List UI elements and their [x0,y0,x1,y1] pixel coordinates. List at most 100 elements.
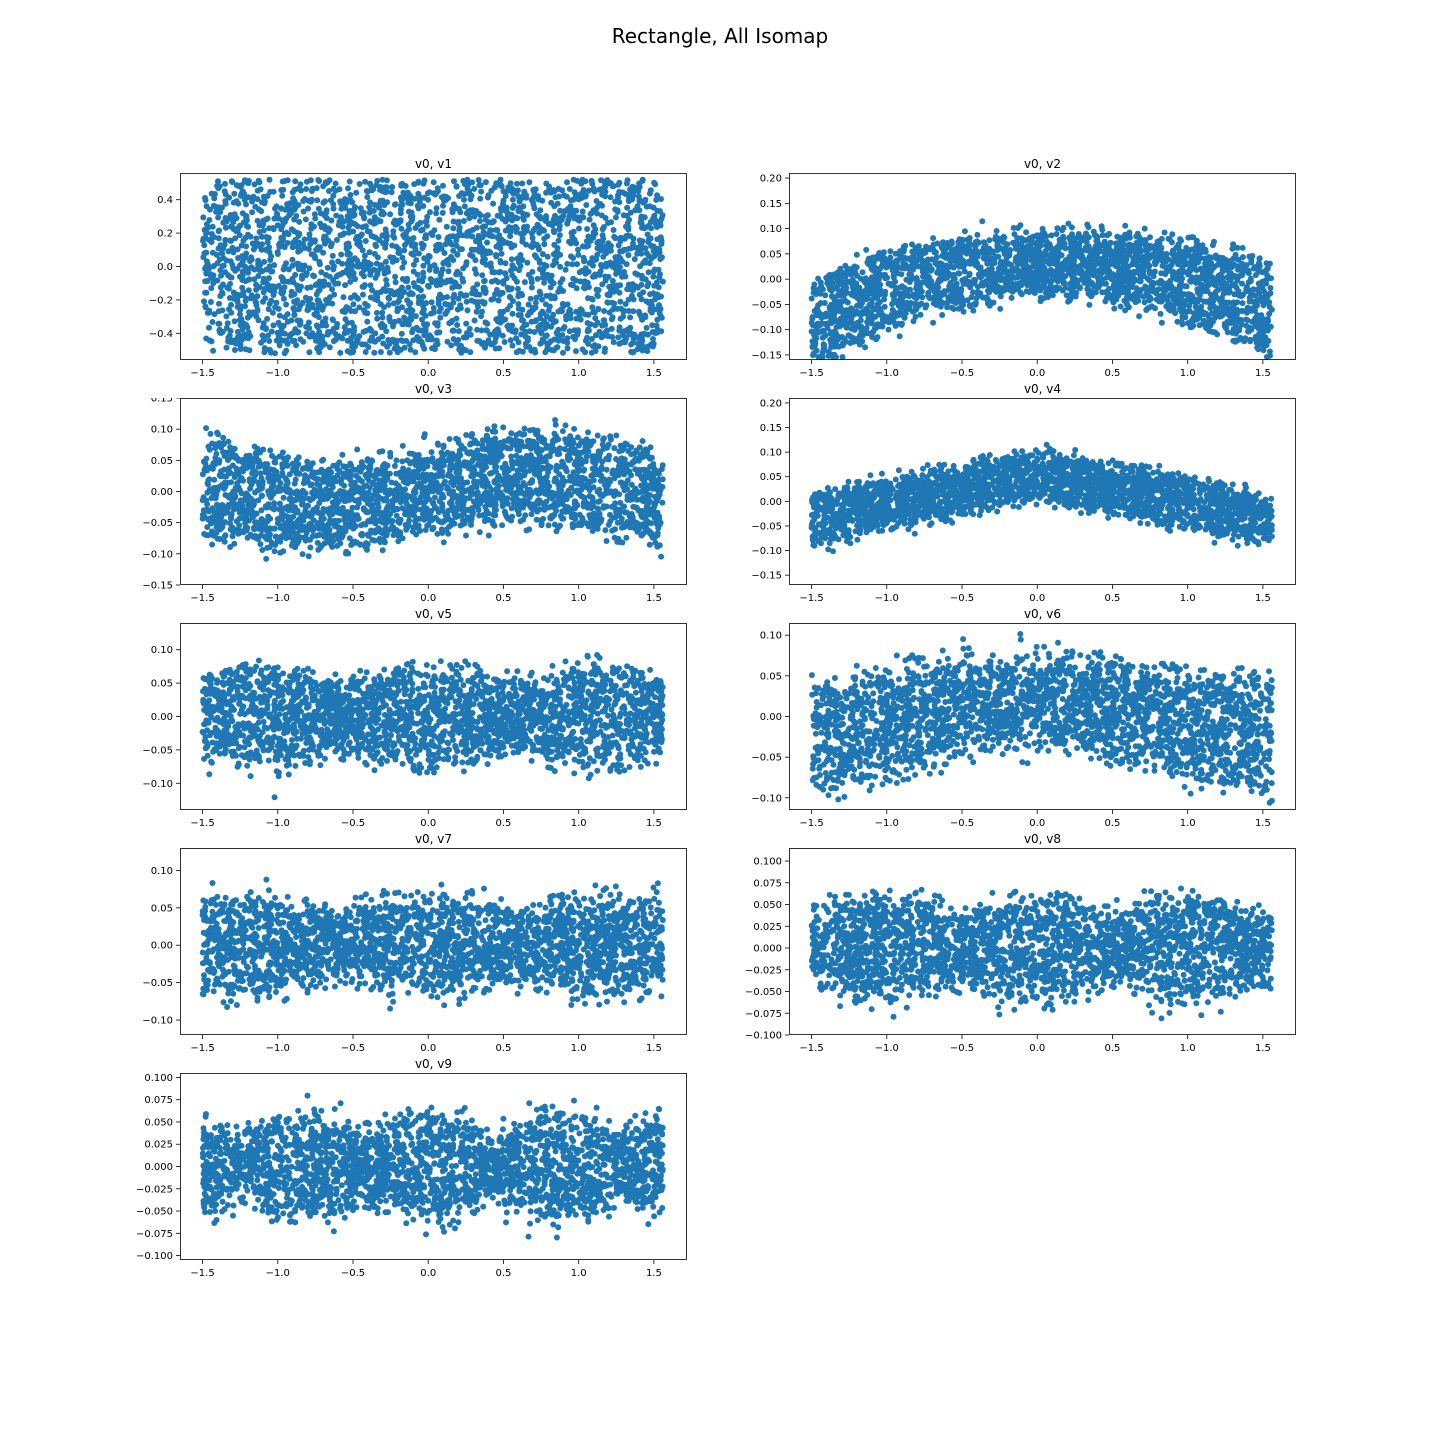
scatter-point [231,318,238,325]
scatter-point [454,233,461,239]
scatter-point [332,280,339,287]
scatter-point [838,274,845,281]
scatter-point [1099,289,1106,296]
scatter-point [478,188,485,195]
scatter-point [374,177,381,184]
scatter-point [539,274,546,281]
scatter-point [489,341,496,348]
scatter-point [574,261,580,268]
scatter-point [276,312,283,319]
scatter-point [500,278,507,285]
scatter-point [645,280,652,287]
scatter-point [458,246,465,253]
scatter-point [1263,260,1270,267]
scatter-point [820,341,827,348]
scatter-point [216,256,223,263]
scatter-point [536,229,543,236]
scatter-point [1090,256,1097,263]
scatter-point [250,246,257,253]
scatter-point [426,189,433,196]
scatter-point [430,309,437,316]
scatter-point [518,290,525,297]
scatter-point [593,332,599,339]
scatter-point [429,336,436,343]
scatter-point [579,208,586,215]
scatter-point [584,320,591,326]
scatter-point [358,270,365,277]
scatter-point [325,296,332,302]
scatter-point [479,308,485,315]
scatter-point [639,224,645,231]
scatter-point [326,226,333,233]
scatter-point [339,231,346,238]
scatter-point [305,205,312,212]
scatter-point [809,314,816,320]
scatter-point [401,344,408,351]
scatter-point [960,280,967,287]
scatter-point [889,291,896,298]
scatter-point [638,213,645,220]
scatter-point [225,285,232,292]
scatter-point [433,268,440,275]
scatter-point [374,271,381,278]
scatter-point [656,310,663,317]
scatter-point [864,283,871,290]
scatter-point [1122,222,1129,229]
scatter-point [479,272,486,279]
scatter-point [1237,293,1244,299]
scatter-point [502,260,509,267]
scatter-point [354,257,361,264]
scatter-point [1179,298,1186,305]
scatter-point [206,237,213,243]
scatter-point [1238,317,1245,324]
scatter-point [234,295,241,302]
scatter-point [541,235,548,242]
scatter-point [315,205,322,212]
scatter-point [374,315,381,322]
scatter-point [251,266,258,273]
scatter-point [202,195,208,201]
scatter-point [829,351,836,358]
scatter-point [906,271,913,278]
scatter-point [580,187,587,193]
scatter-point [598,212,605,219]
scatter-point [573,308,580,315]
scatter-point [454,251,461,258]
scatter-point [359,341,365,348]
scatter-point [959,236,966,243]
scatter-point [217,209,224,216]
scatter-point [366,204,373,211]
scatter-point [463,262,470,268]
scatter-point [573,240,580,247]
scatter-point [561,324,568,330]
scatter-point [1230,316,1237,323]
scatter-point [265,306,272,313]
scatter-point [658,196,664,202]
scatter-point [478,327,485,334]
scatter-point [323,209,330,216]
scatter-point [523,192,529,198]
scatter-point [1165,285,1172,292]
scatter-point [650,273,657,280]
scatter-point [447,277,454,284]
scatter-point [540,266,547,273]
scatter-point [1263,267,1269,274]
scatter-point [500,188,507,195]
scatter-point [1061,240,1068,247]
scatter-point [859,338,866,345]
scatter-point [415,179,422,186]
scatter-point [200,254,207,261]
scatter-point [1106,230,1113,237]
scatter-point [367,218,374,225]
scatter-point [468,297,475,304]
scatter-point [1197,310,1204,317]
scatter-point [370,207,377,214]
scatter-point [1243,262,1250,269]
scatter-point [980,255,987,262]
scatter-point [457,209,464,216]
scatter-point [983,281,990,288]
scatter-point [318,269,325,276]
scatter-point [639,316,646,323]
scatter-point [523,241,530,248]
scatter-point [461,196,467,203]
